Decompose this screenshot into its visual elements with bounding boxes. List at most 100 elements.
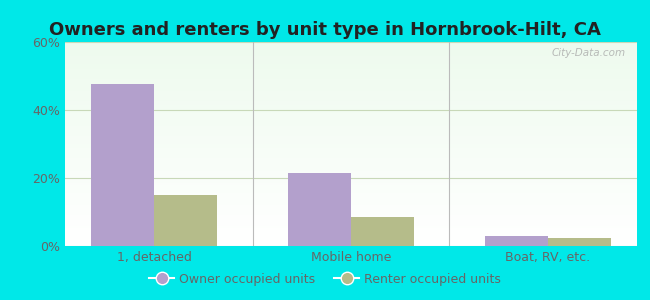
- Bar: [65, 103, 637, 105]
- Bar: [65, 230, 637, 232]
- Bar: [65, 170, 637, 172]
- Bar: [65, 87, 637, 89]
- Bar: [65, 73, 637, 75]
- Bar: [65, 42, 637, 44]
- Bar: [65, 187, 637, 189]
- Bar: [65, 207, 637, 209]
- Bar: [65, 101, 637, 103]
- Bar: [65, 191, 637, 193]
- Bar: [65, 77, 637, 79]
- Bar: [65, 220, 637, 221]
- Bar: [65, 240, 637, 242]
- Bar: [65, 107, 637, 109]
- Legend: Owner occupied units, Renter occupied units: Owner occupied units, Renter occupied un…: [144, 268, 506, 291]
- Bar: [65, 162, 637, 164]
- Bar: [65, 234, 637, 236]
- Bar: [65, 111, 637, 113]
- Bar: [154, 195, 217, 246]
- Bar: [65, 85, 637, 87]
- Bar: [65, 172, 637, 175]
- Bar: [485, 236, 548, 246]
- Bar: [288, 173, 351, 246]
- Bar: [65, 128, 637, 130]
- Text: Owners and renters by unit type in Hornbrook-Hilt, CA: Owners and renters by unit type in Hornb…: [49, 21, 601, 39]
- Bar: [65, 140, 637, 142]
- Bar: [65, 238, 637, 240]
- Bar: [65, 144, 637, 146]
- Bar: [65, 179, 637, 181]
- Bar: [65, 134, 637, 136]
- Bar: [65, 122, 637, 124]
- Bar: [65, 150, 637, 152]
- Bar: [65, 148, 637, 150]
- Bar: [548, 238, 611, 246]
- Bar: [65, 236, 637, 238]
- Bar: [65, 175, 637, 177]
- Bar: [65, 195, 637, 197]
- Bar: [65, 116, 637, 118]
- Bar: [65, 62, 637, 64]
- Bar: [65, 221, 637, 224]
- Text: City-Data.com: City-Data.com: [551, 48, 625, 58]
- Bar: [65, 79, 637, 81]
- Bar: [65, 167, 637, 169]
- Bar: [65, 81, 637, 83]
- Bar: [65, 124, 637, 126]
- Bar: [65, 52, 637, 54]
- Bar: [65, 177, 637, 179]
- Bar: [65, 156, 637, 158]
- Bar: [65, 67, 637, 68]
- Bar: [65, 232, 637, 234]
- Bar: [65, 183, 637, 185]
- Bar: [65, 152, 637, 154]
- Bar: [65, 228, 637, 230]
- Bar: [65, 201, 637, 203]
- Bar: [65, 209, 637, 211]
- Bar: [65, 215, 637, 217]
- Bar: [65, 226, 637, 228]
- Bar: [65, 181, 637, 183]
- Bar: [65, 169, 637, 170]
- Bar: [65, 83, 637, 85]
- Bar: [65, 56, 637, 58]
- Bar: [65, 118, 637, 119]
- Bar: [65, 44, 637, 46]
- Bar: [65, 244, 637, 246]
- Bar: [65, 138, 637, 140]
- Bar: [65, 93, 637, 95]
- Bar: [65, 160, 637, 162]
- Bar: [65, 146, 637, 148]
- Bar: [65, 68, 637, 70]
- Bar: [65, 136, 637, 138]
- Bar: [65, 205, 637, 207]
- Bar: [65, 142, 637, 144]
- Bar: [65, 119, 637, 122]
- Bar: [65, 48, 637, 50]
- Bar: [65, 64, 637, 67]
- Bar: [65, 132, 637, 134]
- Bar: [65, 91, 637, 93]
- Bar: [65, 185, 637, 187]
- Bar: [65, 211, 637, 213]
- Bar: [65, 50, 637, 52]
- Bar: [65, 75, 637, 77]
- Bar: [65, 224, 637, 226]
- Bar: [65, 130, 637, 132]
- Bar: [65, 113, 637, 116]
- Bar: [65, 164, 637, 166]
- Bar: [65, 197, 637, 199]
- Bar: [65, 242, 637, 244]
- Bar: [65, 109, 637, 111]
- Bar: [65, 54, 637, 56]
- Bar: [65, 99, 637, 101]
- Bar: [351, 217, 414, 246]
- Bar: [65, 95, 637, 97]
- Bar: [65, 89, 637, 91]
- Bar: [65, 46, 637, 48]
- Bar: [65, 189, 637, 191]
- Bar: [65, 105, 637, 107]
- Bar: [91, 85, 154, 246]
- Bar: [65, 203, 637, 205]
- Bar: [65, 154, 637, 156]
- Bar: [65, 58, 637, 60]
